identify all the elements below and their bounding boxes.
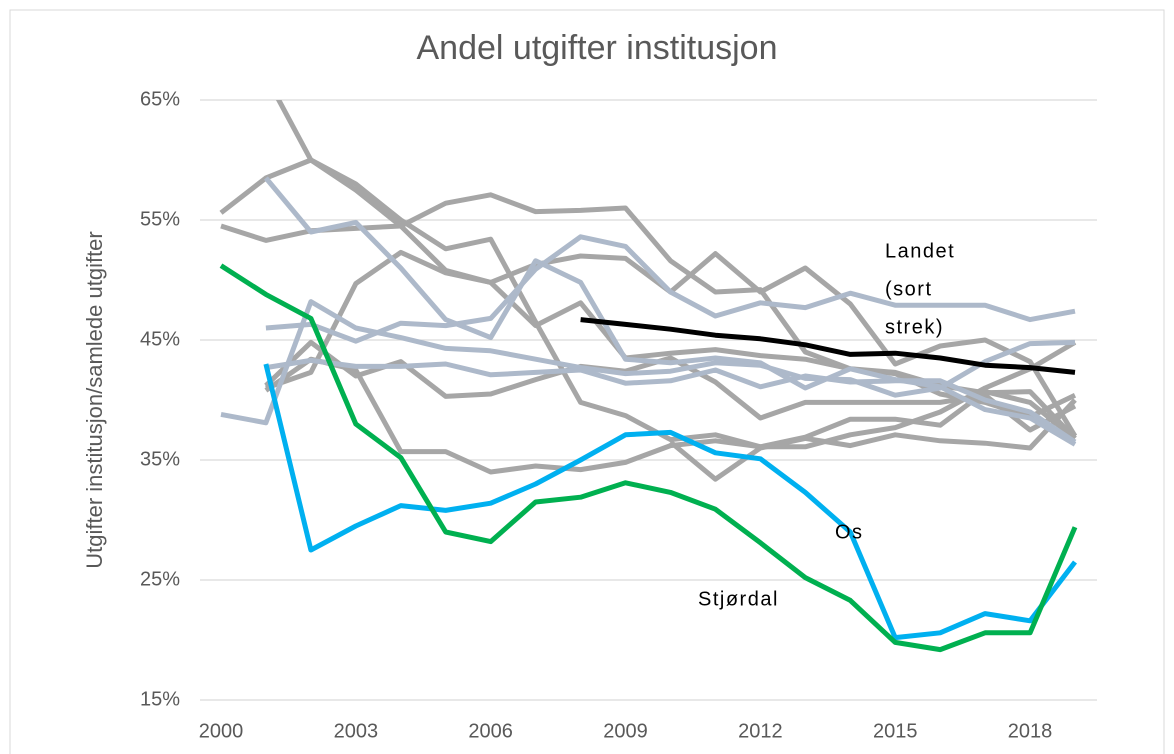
x-tick-label: 2009	[603, 720, 648, 742]
series-line	[219, 263, 1078, 653]
y-axis-label: Utgifter institusjon/samlede utgifter	[82, 231, 107, 569]
series-line	[220, 299, 1076, 426]
y-tick-label: 15%	[140, 688, 180, 710]
series-line	[580, 317, 1076, 375]
x-tick-label: 2015	[873, 720, 918, 742]
x-tick-label: 2018	[1008, 720, 1053, 742]
series-line	[668, 398, 1077, 482]
y-tick-label: 25%	[140, 568, 180, 590]
x-tick-label: 2000	[199, 720, 244, 742]
series-line	[263, 363, 1077, 641]
chart-border	[9, 9, 1165, 754]
annotation: Os	[835, 521, 864, 543]
x-tick-label: 2012	[738, 720, 783, 742]
series-line	[264, 356, 1077, 475]
y-tick-label: 55%	[140, 208, 180, 230]
annotation: (sort	[885, 278, 933, 300]
series-line	[264, 339, 1077, 433]
y-tick-label: 65%	[140, 88, 180, 110]
annotation: Landet	[885, 240, 955, 262]
series-line	[265, 357, 1077, 445]
chart-title: Andel utgifter institusjon	[417, 29, 778, 67]
plot-area	[219, 100, 1078, 653]
series-line	[265, 234, 1076, 344]
annotation: Stjørdal	[698, 588, 779, 610]
y-tick-label: 45%	[140, 328, 180, 350]
annotation: strek)	[885, 316, 944, 338]
series-line	[265, 249, 1078, 438]
series-line	[263, 176, 1077, 447]
y-tick-label: 35%	[140, 448, 180, 470]
series-line	[219, 157, 1077, 450]
x-tick-label: 2006	[468, 720, 513, 742]
x-tick-label: 2003	[334, 720, 379, 742]
